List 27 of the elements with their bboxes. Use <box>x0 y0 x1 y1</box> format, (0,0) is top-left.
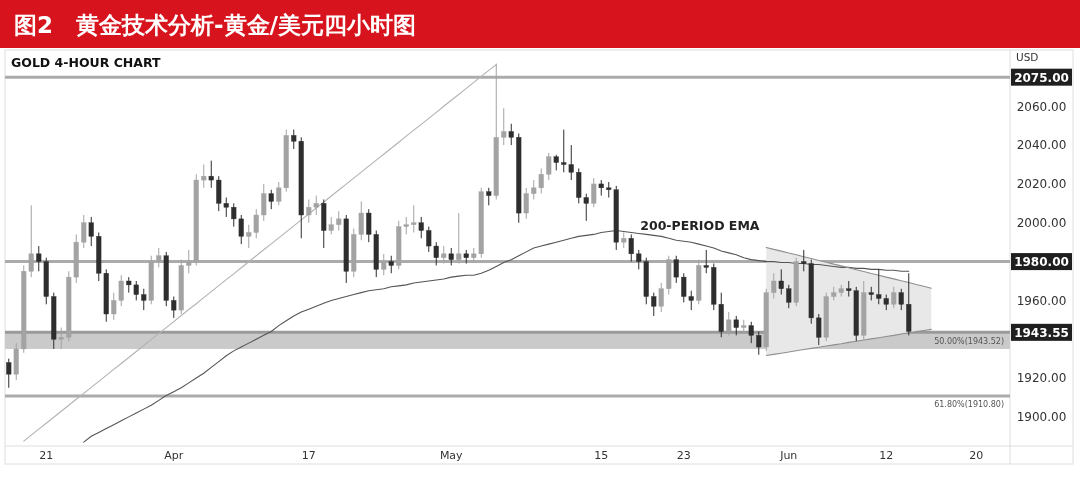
x-tick-label: 12 <box>879 449 894 462</box>
y-tick-label: 2040.00 <box>1016 138 1067 153</box>
band-label: 50.00%(1943.52) <box>934 336 1004 346</box>
x-tick-label: 17 <box>301 449 316 462</box>
x-tick-label: Apr <box>164 449 184 462</box>
y-axis-title: USD <box>1016 51 1039 63</box>
ref-line-label: 1943.55 <box>1014 325 1069 340</box>
x-tick-label: Jun <box>779 449 798 462</box>
x-tick-label: May <box>439 449 464 462</box>
line-series <box>765 246 932 289</box>
annotation: 61.80%(1910.80) <box>934 399 1004 409</box>
y-tick-label: 1920.00 <box>1016 371 1067 386</box>
x-tick-label: 20 <box>969 449 984 462</box>
y-tick-label: 1900.00 <box>1016 410 1067 425</box>
line-series <box>83 229 910 443</box>
chart-title: 图2 黄金技术分析-黄金/美元四小时图 <box>14 12 416 38</box>
y-tick-label: 2000.00 <box>1016 216 1067 231</box>
y-tick-label: 2060.00 <box>1016 99 1067 114</box>
series-label: 200-PERIOD EMA <box>640 217 760 233</box>
x-tick-label: 23 <box>676 449 691 462</box>
ref-line-label: 1980.00 <box>1014 255 1069 270</box>
chart-subtitle: GOLD 4-HOUR CHART <box>11 55 162 70</box>
x-tick-label: 21 <box>39 449 54 462</box>
y-tick-label: 2020.00 <box>1016 177 1067 192</box>
y-tick-label: 1960.00 <box>1016 293 1067 308</box>
ref-line-label: 2075.00 <box>1014 70 1069 85</box>
x-tick-label: 15 <box>594 449 609 462</box>
